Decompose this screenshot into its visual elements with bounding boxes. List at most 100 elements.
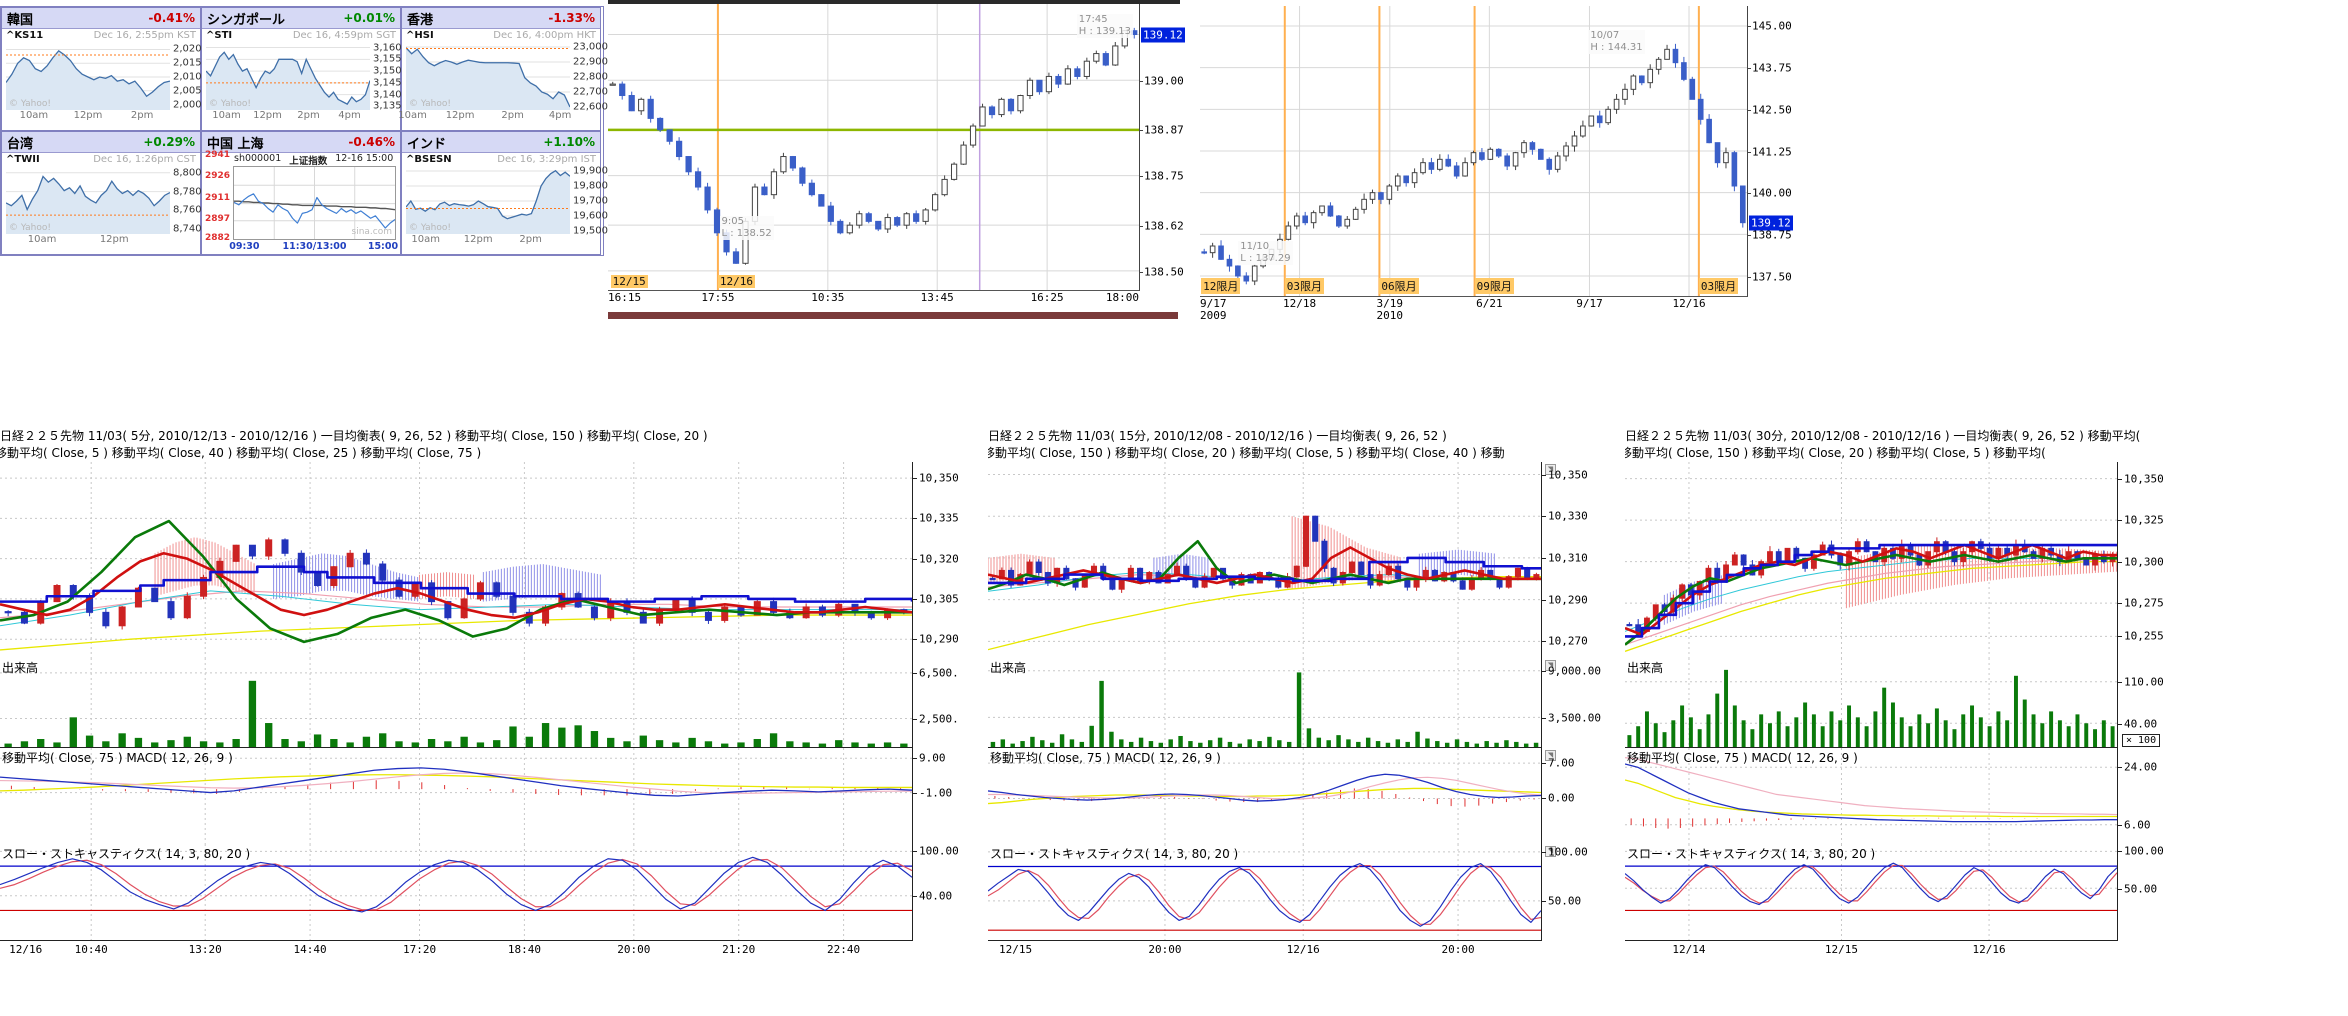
y-tick-label: 2911 [205, 192, 231, 203]
p1-stochastics-chart[interactable] [0, 844, 913, 941]
scrollbar[interactable] [608, 312, 1178, 319]
singapore-mini-chart[interactable] [206, 44, 370, 110]
korea-x-axis: 10am 12pm 2pm [6, 110, 170, 123]
intraday-candle-chart-svg [608, 4, 1139, 290]
panel-title: 日経２２５先物 11/03( 5分, 2010/12/13 - 2010/12/… [0, 428, 986, 462]
p2-stochastics-chart[interactable] [988, 844, 1542, 941]
low-value: L : 138.52 [721, 227, 772, 239]
y-tick-label: 19,600 [573, 210, 608, 222]
y-tick-mark [1748, 26, 1751, 28]
high-time: 10/07 [1590, 30, 1620, 41]
x-tick-label: 12pm [73, 110, 103, 121]
y-tick-label: 2,500. [919, 712, 959, 726]
shanghai-mini-chart[interactable] [233, 166, 396, 240]
x-tick-label: 10:40 [74, 943, 108, 956]
index-name: 上证指数 [289, 156, 328, 167]
p2-price-chart[interactable] [988, 462, 1542, 658]
x-tick-label: 10am [212, 110, 241, 121]
p1-volume-axis: 6,500. 2,500. [913, 658, 985, 748]
x-tick-label: 18:00 [1105, 291, 1139, 304]
y-tick-label: 8,760 [173, 204, 202, 216]
ticker-symbol: ^TWII [6, 154, 40, 165]
y-tick-label: 8,800 [173, 167, 202, 179]
india-mini-chart[interactable] [406, 168, 570, 234]
hongkong-mini-chart[interactable] [406, 44, 570, 110]
weekly-time-axis: 9/17 2009 12/18 3/19 2010 6/21 9/17 12/16 [1200, 297, 1747, 323]
y-tick-mark [2118, 478, 2122, 480]
y-tick-mark [1542, 641, 1546, 643]
x-tick-label: 12pm [99, 234, 129, 245]
market-panel-singapore: シンガポール +0.01% ^STI Dec 16, 4:59pm SGT 3,… [201, 7, 402, 131]
market-change-pct: -0.46% [348, 135, 395, 149]
india-mini-chart-svg [406, 169, 570, 234]
yahoo-copyright: © Yahoo! [409, 223, 451, 233]
y-tick-mark [1748, 193, 1751, 195]
y-tick-label: 6,500. [919, 666, 959, 680]
y-tick-label: 10,290 [1548, 593, 1588, 607]
sina-watermark: sina.com [351, 227, 393, 237]
y-tick-mark [1542, 474, 1546, 476]
y-tick-label: 138.62 [1144, 219, 1184, 233]
hongkong-mini-chart-svg [406, 46, 570, 110]
p3-price-chart[interactable] [1625, 462, 2118, 658]
p1-stochastics-chart-svg [0, 844, 912, 940]
y-tick-mark [913, 639, 917, 641]
p1-volume-chart[interactable] [0, 658, 913, 748]
p2-stochastics-chart-svg [988, 844, 1541, 940]
x-tick-label: 12pm [445, 110, 475, 121]
p2-volume-chart[interactable] [988, 658, 1542, 748]
x-tick-label: 10am [27, 234, 57, 245]
p3-volume-chart[interactable] [1625, 658, 2118, 748]
p3-macd-chart[interactable] [1625, 748, 2118, 844]
market-header: 中国 上海 -0.46% [202, 132, 400, 153]
p2-macd-chart[interactable] [988, 748, 1542, 844]
y-tick-mark [2118, 520, 2122, 522]
section-collapse-icon[interactable]: ◥ [1545, 464, 1556, 475]
p2-volume-chart-svg [988, 658, 1541, 747]
y-tick-label: 2,020 [173, 43, 202, 55]
panel-title: 日経２２５先物 11/03( 30分, 2010/12/08 - 2010/12… [1625, 428, 2190, 462]
p1-macd-chart[interactable] [0, 748, 913, 844]
quote-timestamp: Dec 16, 2:55pm KST [93, 30, 196, 41]
x-tick-label: 12/16 [1972, 943, 2006, 956]
p1-price-chart[interactable] [0, 462, 913, 658]
market-name: 香港 [407, 12, 434, 28]
p2-macd-chart-svg [988, 748, 1541, 844]
ticker-symbol: ^KS11 [6, 30, 44, 41]
low-annotation: 11/10 L : 137.29 [1238, 240, 1293, 265]
section-collapse-icon[interactable]: ◥ [1545, 750, 1556, 761]
panel-title-line1: 日経２２５先物 11/03( 30分, 2010/12/08 - 2010/12… [1625, 429, 2141, 443]
intraday-candle-chart[interactable]: 17:45 H : 139.13 9:05 L : 138.52 12/15 12… [608, 4, 1140, 291]
y-tick-label: 141.25 [1752, 145, 1792, 158]
singapore-y-axis: 3,160 3,155 3,150 3,145 3,140 3,135 [370, 42, 402, 112]
x-tick-label: 12/14 [1672, 943, 1706, 956]
quote-timestamp: 12-16 15:00 [335, 153, 394, 164]
y-tick-mark [1542, 763, 1546, 765]
sina-chart-wrap: 2941 2926 2911 2897 2882 sh000001 上证指数 12-16… [202, 150, 400, 253]
symbol-row: ^KS11 Dec 16, 2:55pm KST [2, 29, 200, 43]
p1-volume-chart-svg [0, 658, 912, 747]
p3-stochastics-chart[interactable] [1625, 844, 2118, 941]
panel-title-line2: 移動平均( Close, 150 ) 移動平均( Close, 20 ) 移動平… [988, 446, 1505, 460]
low-annotation: 9:05 L : 138.52 [719, 215, 774, 240]
market-panel-hongkong: 香港 -1.33% ^HSI Dec 16, 4:00pm HKT 23,000… [398, 7, 608, 131]
weekly-candle-chart[interactable]: 10/07 H : 144.31 11/10 L : 137.29 12限月 03… [1200, 6, 1748, 297]
korea-mini-chart-svg [6, 49, 170, 110]
section-collapse-icon[interactable]: ◥ [1545, 846, 1556, 857]
stochastics-label: スロー・ストキャスティクス( 14, 3, 80, 20 ) [1627, 847, 1876, 861]
x-tick-label: 09:30 [229, 241, 260, 252]
y-tick-label: -1.00 [919, 786, 953, 800]
y-tick-mark [913, 558, 917, 560]
taiwan-mini-chart[interactable] [6, 168, 170, 234]
taiwan-y-axis: 8,800 8,780 8,760 8,740 [170, 167, 202, 235]
korea-mini-chart[interactable] [6, 44, 170, 110]
section-collapse-icon[interactable]: ◥ [1545, 660, 1556, 671]
india-y-axis: 19,900 19,800 19,700 19,600 19,500 [570, 165, 608, 236]
x-tick-label: 10am [19, 110, 49, 121]
high-value: H : 139.13 [1078, 26, 1131, 37]
y-tick-mark [1542, 718, 1546, 720]
shanghai-y-axis: 2941 2926 2911 2897 2882 [203, 150, 231, 244]
nikkei225-15min-panel: 日経２２５先物 11/03( 15分, 2010/12/08 - 2010/12… [988, 428, 1618, 961]
y-tick-label: 40.00 [2124, 717, 2158, 731]
x-tick-label: 12/18 [1282, 297, 1317, 310]
